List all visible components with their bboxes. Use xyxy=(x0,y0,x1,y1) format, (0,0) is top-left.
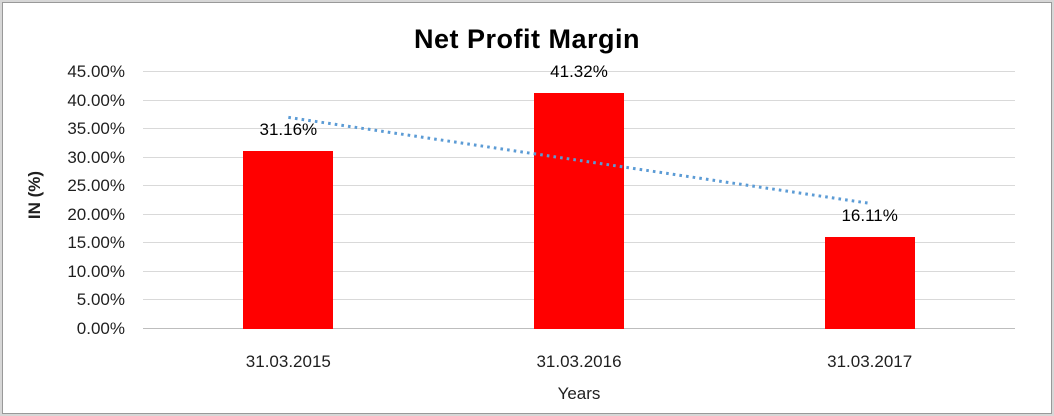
bar-31.03.2016 xyxy=(534,93,624,329)
x-tick-label: 31.03.2016 xyxy=(536,352,622,371)
x-tick-label: 31.03.2017 xyxy=(827,352,913,371)
y-tick-label: 10.00% xyxy=(67,261,125,281)
y-tick-label: 5.00% xyxy=(76,290,125,310)
x-tick-label: 31.03.2015 xyxy=(245,352,331,371)
bar-31.03.2017 xyxy=(824,236,915,329)
data-label: 16.11% xyxy=(841,205,898,225)
y-tick-label: 0.00% xyxy=(76,319,125,338)
y-tick-label: 45.00% xyxy=(67,62,125,81)
bar-31.03.2015 xyxy=(243,151,334,329)
y-tick-label: 25.00% xyxy=(67,176,125,196)
chart-title: Net Profit Margin xyxy=(413,24,640,54)
y-tick-label: 40.00% xyxy=(67,90,125,110)
data-label: 31.16% xyxy=(259,120,318,140)
y-tick-label: 30.00% xyxy=(67,147,125,167)
x-axis-title: Years xyxy=(557,384,601,403)
y-tick-label: 35.00% xyxy=(67,119,125,139)
y-tick-label: 20.00% xyxy=(67,204,125,224)
data-label: 41.32% xyxy=(550,62,608,82)
gridline xyxy=(143,71,1015,72)
y-tick-label: 15.00% xyxy=(67,233,125,253)
